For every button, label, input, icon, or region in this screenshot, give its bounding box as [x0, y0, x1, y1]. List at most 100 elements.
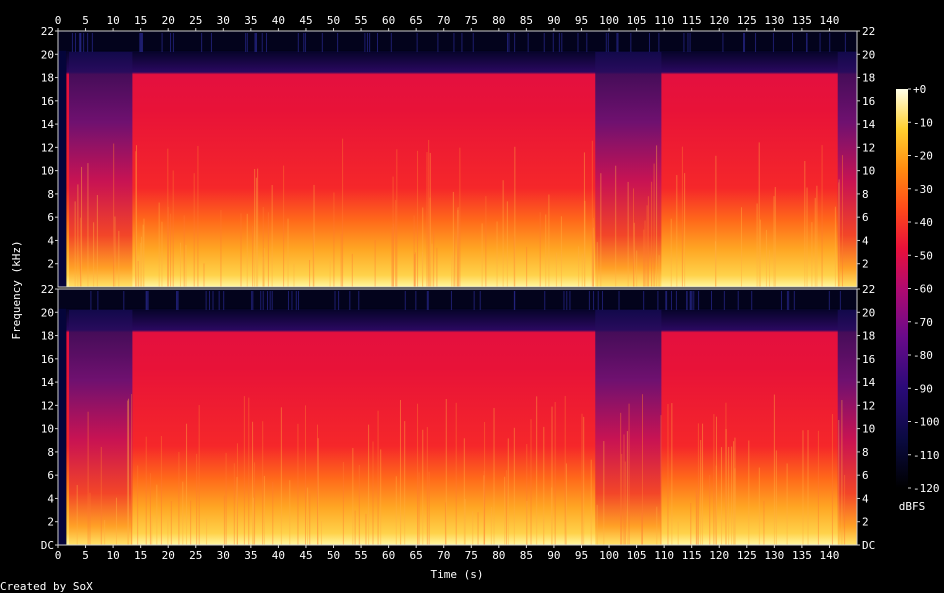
noise-spike: [744, 33, 746, 52]
colorbar-tick-label: -100: [913, 416, 940, 429]
transient-streak: [451, 255, 453, 287]
transient-streak: [391, 227, 393, 287]
noise-spike: [161, 33, 163, 52]
noise-spike: [508, 33, 510, 52]
transient-streak: [313, 184, 315, 287]
y-tick-label-left: 12: [41, 141, 54, 154]
transient-streak: [600, 173, 602, 287]
transient-streak: [190, 500, 192, 545]
noise-spike: [514, 291, 516, 310]
transient-streak: [656, 145, 658, 287]
transient-streak: [496, 221, 498, 287]
colorbar-tick-label: +0: [913, 83, 926, 96]
x-tick-label-bottom: 85: [520, 549, 533, 562]
noise-spike: [87, 33, 89, 52]
noise-spike: [479, 291, 481, 310]
noise-spike: [260, 291, 262, 310]
noise-spike: [145, 291, 147, 310]
transient-streak: [196, 453, 198, 545]
x-tick-label-bottom: 55: [354, 549, 367, 562]
transient-streak: [464, 498, 466, 545]
transient-streak: [368, 424, 370, 545]
x-tick-label-bottom: 130: [764, 549, 784, 562]
transient-streak: [307, 487, 309, 545]
noise-spike: [415, 291, 417, 310]
transient-streak: [395, 200, 397, 287]
x-tick-label-bottom: 70: [437, 549, 450, 562]
transient-streak: [802, 430, 804, 545]
transient-streak: [436, 247, 438, 287]
transient-streak: [596, 242, 598, 287]
transient-streak: [263, 248, 265, 287]
noise-spike: [176, 291, 178, 310]
transient-streak: [404, 421, 406, 545]
y-tick-label-left: 18: [41, 72, 54, 85]
transient-streak: [233, 463, 235, 545]
noise-spike: [71, 33, 73, 52]
y-tick-label-left: 8: [47, 188, 54, 201]
x-tick-label-top: 45: [299, 14, 312, 27]
noise-spike: [366, 33, 368, 52]
transient-streak: [320, 521, 322, 545]
transient-streak: [765, 229, 767, 287]
y-tick-label-right: 22: [862, 283, 875, 296]
transient-streak: [844, 474, 846, 545]
x-tick-label-top: 80: [492, 14, 505, 27]
noise-spike: [251, 291, 253, 310]
transient-streak: [490, 506, 492, 545]
transient-streak: [142, 224, 144, 287]
noise-spike: [597, 291, 599, 310]
noise-spike: [687, 33, 689, 52]
transient-streak: [309, 493, 311, 545]
x-tick-label-top: 60: [382, 14, 395, 27]
colorbar-tick-label: -80: [913, 349, 933, 362]
y-tick-label-left: 4: [47, 492, 54, 505]
x-tick-label-top: 75: [465, 14, 478, 27]
noise-spike: [723, 291, 725, 310]
above-cutoff-band: [58, 289, 857, 309]
noise-spike: [254, 33, 256, 52]
noise-spike: [657, 291, 659, 310]
noise-spike: [453, 33, 455, 52]
channel-1-spectrogram: [57, 30, 858, 288]
transient-streak: [131, 394, 133, 545]
quiet-region: [69, 51, 133, 288]
x-tick-label-bottom: 135: [792, 549, 812, 562]
x-tick-label-bottom: 95: [575, 549, 588, 562]
noise-spike: [83, 33, 85, 52]
noise-spike: [404, 291, 406, 310]
x-tick-label-bottom: 30: [217, 549, 230, 562]
transient-streak: [76, 485, 78, 545]
transient-streak: [396, 149, 398, 287]
transient-streak: [758, 467, 760, 545]
transient-streak: [786, 463, 788, 545]
y-tick-label-right: 18: [862, 72, 875, 85]
transient-streak: [838, 420, 840, 545]
x-tick-label-top: 100: [599, 14, 619, 27]
colorbar-tick-label: -40: [913, 216, 933, 229]
transient-streak: [254, 462, 256, 545]
transient-streak: [551, 487, 553, 545]
transient-streak: [700, 440, 702, 545]
transient-streak: [656, 506, 658, 545]
noise-spike: [605, 33, 607, 52]
noise-spike: [321, 33, 323, 52]
transient-streak: [161, 221, 163, 287]
x-tick-label-bottom: 0: [55, 549, 62, 562]
noise-spike: [437, 33, 439, 52]
transient-streak: [555, 252, 557, 287]
transient-streak: [543, 518, 545, 545]
transient-streak: [262, 206, 264, 287]
transient-streak: [267, 212, 269, 287]
x-tick-label-bottom: 110: [654, 549, 674, 562]
spectrum-body: [66, 50, 858, 288]
x-tick-label-top: 5: [82, 14, 89, 27]
transient-streak: [502, 180, 504, 287]
transient-streak: [118, 230, 120, 287]
noise-spike: [390, 33, 392, 52]
noise-spike: [780, 291, 782, 310]
transient-streak: [79, 217, 81, 287]
transient-streak: [225, 452, 227, 545]
transient-streak: [481, 223, 483, 287]
